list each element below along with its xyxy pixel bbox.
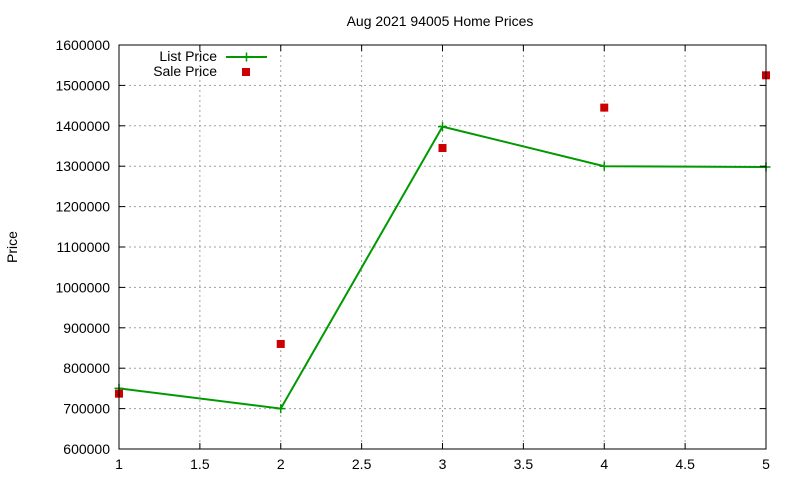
x-tick-label: 5 <box>762 456 770 472</box>
list-price-point <box>276 404 286 414</box>
x-tick-label: 4 <box>600 456 608 472</box>
list-price-point <box>438 122 447 132</box>
y-tick-label: 1400000 <box>55 118 110 134</box>
y-tick-label: 700000 <box>63 401 110 417</box>
y-tick-label: 900000 <box>63 320 110 336</box>
legend-label-list-price: List Price <box>159 48 217 64</box>
series-layer <box>114 71 771 414</box>
x-tick-label: 2 <box>277 456 285 472</box>
grid-lines <box>119 45 766 449</box>
y-tick-label: 1000000 <box>55 279 110 295</box>
y-tick-label: 600000 <box>63 441 110 457</box>
legend-label-sale-price: Sale Price <box>153 63 217 79</box>
sale-price-point <box>438 144 447 153</box>
y-tick-label: 1600000 <box>55 37 110 53</box>
x-tick-label: 3 <box>439 456 447 472</box>
y-axis-label: Price <box>4 231 20 263</box>
legend-marker-list-price <box>242 52 251 62</box>
legend: List Price Sale Price <box>153 48 267 79</box>
sale-price-point <box>600 103 609 112</box>
y-tick-label: 1300000 <box>55 158 110 174</box>
y-tick-label: 1500000 <box>55 77 110 93</box>
x-tick-label: 1 <box>115 456 123 472</box>
x-tick-label: 2.5 <box>352 456 372 472</box>
axis-ticks: 1 1.5 2 2.5 3 3.5 4 4.5 5 600000 700000 800000 90000… <box>55 37 770 472</box>
x-tick-label: 1.5 <box>190 456 210 472</box>
x-tick-label: 3.5 <box>514 456 534 472</box>
y-tick-label: 1200000 <box>55 199 110 215</box>
x-tick-label: 4.5 <box>675 456 695 472</box>
chart-title: Aug 2021 94005 Home Prices <box>347 13 534 29</box>
y-tick-label: 1100000 <box>57 239 111 255</box>
sale-price-point <box>276 339 285 348</box>
y-tick-label: 800000 <box>63 360 110 376</box>
legend-marker-sale-price <box>242 68 250 76</box>
list-price-point <box>599 161 609 171</box>
